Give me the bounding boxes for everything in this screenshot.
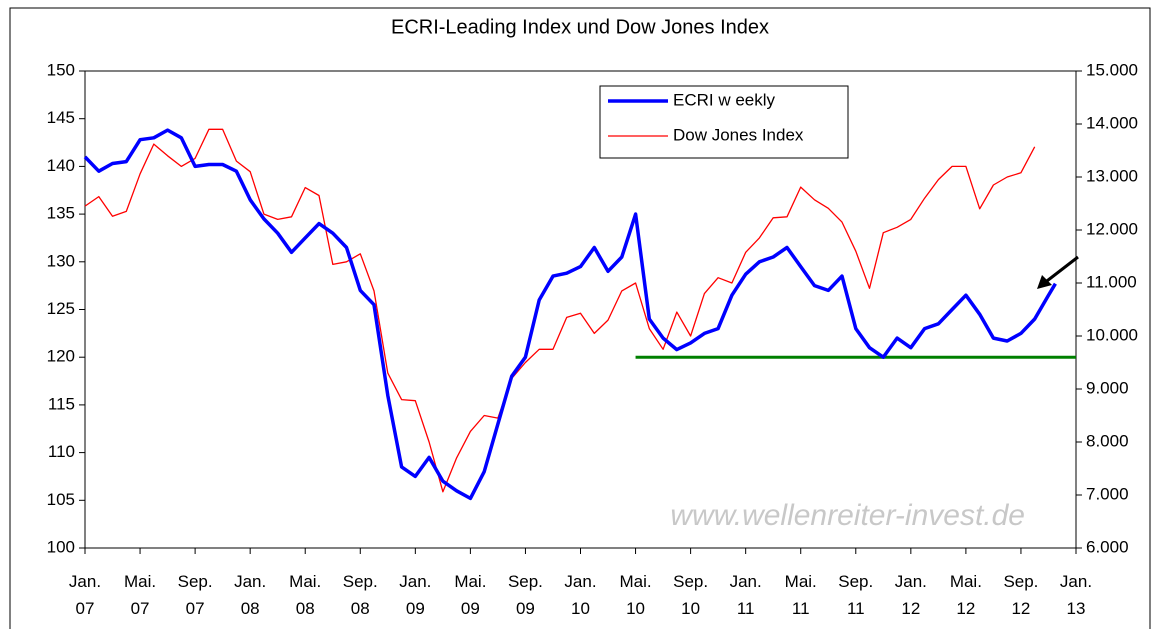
x-tick-label: Mai. 09 xyxy=(454,572,487,618)
y-tick-label: 125 xyxy=(47,299,75,318)
y2-tick-label: 14.000 xyxy=(1086,113,1138,132)
x-tick-label: Jan. 11 xyxy=(729,572,762,618)
y-tick-label: 140 xyxy=(47,156,75,175)
y-tick-label: 110 xyxy=(48,442,75,461)
legend-box xyxy=(599,85,849,159)
x-tick-label: Jan. 10 xyxy=(564,572,597,618)
legend-label: ECRI w eekly xyxy=(673,90,776,109)
y2-tick-label: 15.000 xyxy=(1086,60,1138,79)
x-tick-label: Mai. 10 xyxy=(619,572,652,618)
x-tick-label: Jan. 08 xyxy=(234,572,267,618)
y-tick-label: 135 xyxy=(47,204,75,223)
x-tick-label: Sep. 09 xyxy=(507,572,543,618)
chart-title: ECRI-Leading Index und Dow Jones Index xyxy=(391,16,769,38)
y-tick-label: 105 xyxy=(47,490,75,509)
y-tick-label: 100 xyxy=(47,537,75,556)
series-line xyxy=(84,128,1036,493)
y2-tick-label: 11.000 xyxy=(1086,272,1137,291)
y2-tick-label: 6.000 xyxy=(1086,537,1129,556)
x-tick-label: Mai. 11 xyxy=(784,572,817,618)
x-tick-label: Mai. 07 xyxy=(123,572,157,618)
y2-tick-label: 8.000 xyxy=(1086,431,1129,450)
x-tick-label: Sep. 08 xyxy=(342,572,378,618)
arrow-shaft xyxy=(1042,255,1079,286)
frame xyxy=(9,7,1151,629)
series-line xyxy=(83,128,1057,501)
y-tick-label: 115 xyxy=(48,394,75,413)
y2-tick-label: 7.000 xyxy=(1086,484,1129,503)
x-tick-label: Jan. 07 xyxy=(68,572,102,618)
y-tick-label: 145 xyxy=(47,108,75,127)
watermark: www.wellenreiter-invest.de xyxy=(670,499,1025,532)
y2-tick-label: 10.000 xyxy=(1086,325,1138,344)
x-tick-label: Jan. 13 xyxy=(1059,572,1093,618)
y-tick-label: 130 xyxy=(47,251,75,270)
arrow-head xyxy=(1037,275,1052,289)
x-tick-label: Mai. 08 xyxy=(289,572,322,618)
y2-tick-label: 9.000 xyxy=(1086,378,1129,397)
x-tick-label: Jan. 12 xyxy=(894,572,927,618)
x-tick-label: Sep. 12 xyxy=(1003,572,1039,618)
x-tick-label: Sep. 10 xyxy=(673,572,709,618)
y2-tick-label: 12.000 xyxy=(1086,219,1138,238)
x-tick-label: Mai. 12 xyxy=(949,572,982,618)
y-tick-label: 150 xyxy=(47,60,75,79)
y-tick-label: 120 xyxy=(47,347,75,366)
x-tick-label: Sep. 11 xyxy=(838,572,874,618)
y2-tick-label: 13.000 xyxy=(1086,166,1138,185)
x-tick-label: Sep. 07 xyxy=(177,572,213,618)
x-tick-label: Jan. 09 xyxy=(399,572,432,618)
legend-label: Dow Jones Index xyxy=(673,125,804,144)
